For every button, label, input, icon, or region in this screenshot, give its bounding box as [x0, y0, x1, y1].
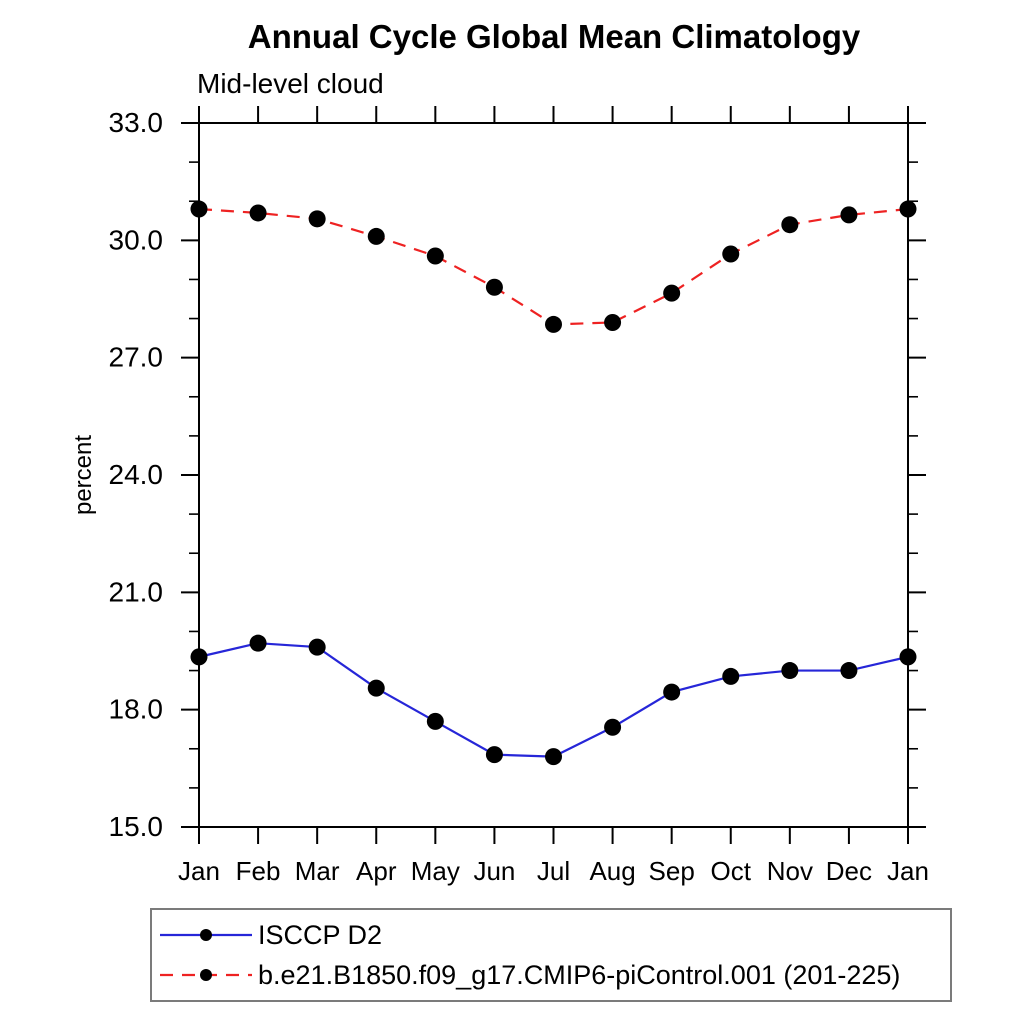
- svg-text:15.0: 15.0: [109, 811, 164, 842]
- svg-text:Nov: Nov: [767, 856, 813, 886]
- legend-item-isccp: ISCCP D2: [158, 915, 382, 955]
- svg-text:Jan: Jan: [887, 856, 929, 886]
- svg-text:Jul: Jul: [537, 856, 570, 886]
- svg-text:Sep: Sep: [649, 856, 695, 886]
- legend-sample-solid-line-icon: [160, 929, 252, 941]
- svg-text:24.0: 24.0: [109, 459, 164, 490]
- svg-text:Jun: Jun: [473, 856, 515, 886]
- legend-item-model: b.e21.B1850.f09_g17.CMIP6-piControl.001 …: [158, 955, 900, 995]
- svg-text:21.0: 21.0: [109, 576, 164, 607]
- svg-text:Jan: Jan: [178, 856, 220, 886]
- svg-text:Oct: Oct: [711, 856, 752, 886]
- chart-subtitle: Mid-level cloud: [197, 68, 384, 99]
- svg-text:18.0: 18.0: [109, 694, 164, 725]
- legend-label-isccp: ISCCP D2: [258, 919, 383, 950]
- svg-text:Aug: Aug: [589, 856, 635, 886]
- svg-text:30.0: 30.0: [109, 224, 164, 255]
- svg-text:Dec: Dec: [826, 856, 872, 886]
- svg-text:Apr: Apr: [356, 856, 397, 886]
- chart-title: Annual Cycle Global Mean Climatology: [247, 18, 861, 55]
- svg-text:33.0: 33.0: [109, 107, 164, 138]
- svg-text:27.0: 27.0: [109, 342, 164, 373]
- legend-sample-dashed-line-icon: [160, 969, 252, 981]
- svg-text:May: May: [411, 856, 460, 886]
- svg-text:Feb: Feb: [236, 856, 281, 886]
- legend-box: ISCCP D2 b.e21.B1850.f09_g17.CMIP6-piCon…: [150, 908, 952, 1002]
- svg-text:Mar: Mar: [295, 856, 340, 886]
- legend-label-model: b.e21.B1850.f09_g17.CMIP6-piControl.001 …: [258, 959, 901, 990]
